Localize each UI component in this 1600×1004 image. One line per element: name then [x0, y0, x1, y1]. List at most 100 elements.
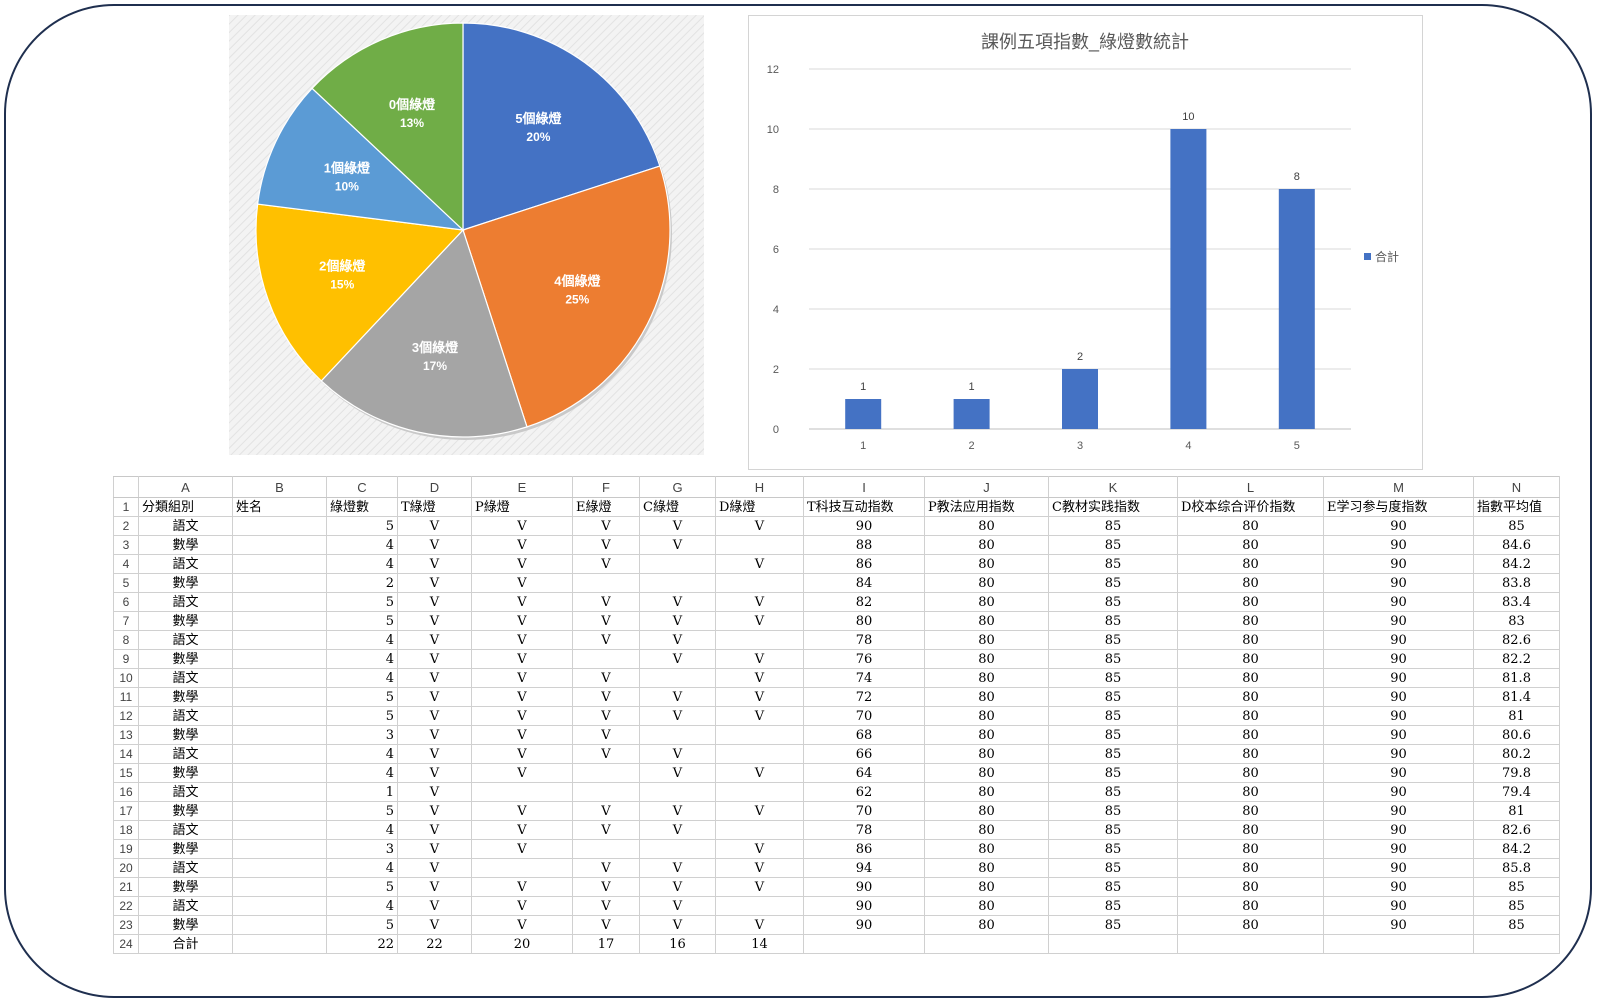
cell-f8[interactable]: V — [572, 630, 640, 650]
cell-k6[interactable]: 85 — [1048, 592, 1178, 612]
cell-b20[interactable] — [232, 858, 327, 878]
column-header-i[interactable]: I — [803, 476, 925, 498]
cell-b19[interactable] — [232, 839, 327, 859]
cell-h4[interactable]: V — [715, 554, 804, 574]
row-number[interactable]: 14 — [113, 744, 139, 764]
cell-g18[interactable]: V — [639, 820, 716, 840]
cell-m17[interactable]: 90 — [1323, 801, 1474, 821]
cell-c7[interactable]: 5 — [326, 611, 398, 631]
cell-i6[interactable]: 82 — [803, 592, 925, 612]
cell-m4[interactable]: 90 — [1323, 554, 1474, 574]
cell-m16[interactable]: 90 — [1323, 782, 1474, 802]
cell-h13[interactable] — [715, 725, 804, 745]
cell-b10[interactable] — [232, 668, 327, 688]
row-number[interactable]: 18 — [113, 820, 139, 840]
cell-j11[interactable]: 80 — [924, 687, 1049, 707]
cell-j10[interactable]: 80 — [924, 668, 1049, 688]
cell-d5[interactable]: V — [397, 573, 472, 593]
cell-d9[interactable]: V — [397, 649, 472, 669]
column-header-b[interactable]: B — [232, 476, 327, 498]
cell-m24[interactable] — [1323, 934, 1474, 954]
cell-f16[interactable] — [572, 782, 640, 802]
cell-f21[interactable]: V — [572, 877, 640, 897]
row-number[interactable]: 13 — [113, 725, 139, 745]
cell-f19[interactable] — [572, 839, 640, 859]
cell-k5[interactable]: 85 — [1048, 573, 1178, 593]
cell-l2[interactable]: 80 — [1177, 516, 1324, 536]
cell-a21[interactable]: 數學 — [138, 877, 233, 897]
cell-b8[interactable] — [232, 630, 327, 650]
cell-e6[interactable]: V — [471, 592, 573, 612]
row-number[interactable]: 11 — [113, 687, 139, 707]
cell-m22[interactable]: 90 — [1323, 896, 1474, 916]
row-number[interactable]: 24 — [113, 934, 139, 954]
cell-m15[interactable]: 90 — [1323, 763, 1474, 783]
cell-i22[interactable]: 90 — [803, 896, 925, 916]
cell-e3[interactable]: V — [471, 535, 573, 555]
cell-g13[interactable] — [639, 725, 716, 745]
cell-g3[interactable]: V — [639, 535, 716, 555]
cell-m11[interactable]: 90 — [1323, 687, 1474, 707]
cell-b9[interactable] — [232, 649, 327, 669]
cell-e20[interactable] — [471, 858, 573, 878]
cell-c12[interactable]: 5 — [326, 706, 398, 726]
cell-j9[interactable]: 80 — [924, 649, 1049, 669]
row-number[interactable]: 5 — [113, 573, 139, 593]
cell-m18[interactable]: 90 — [1323, 820, 1474, 840]
cell-h11[interactable]: V — [715, 687, 804, 707]
cell-n21[interactable]: 85 — [1473, 877, 1560, 897]
cell-g7[interactable]: V — [639, 611, 716, 631]
cell-j5[interactable]: 80 — [924, 573, 1049, 593]
cell-k9[interactable]: 85 — [1048, 649, 1178, 669]
cell-n5[interactable]: 83.8 — [1473, 573, 1560, 593]
row-number[interactable]: 19 — [113, 839, 139, 859]
cell-g6[interactable]: V — [639, 592, 716, 612]
cell-d23[interactable]: V — [397, 915, 472, 935]
cell-d15[interactable]: V — [397, 763, 472, 783]
cell-c15[interactable]: 4 — [326, 763, 398, 783]
cell-k14[interactable]: 85 — [1048, 744, 1178, 764]
cell-n10[interactable]: 81.8 — [1473, 668, 1560, 688]
cell-h19[interactable]: V — [715, 839, 804, 859]
cell-j12[interactable]: 80 — [924, 706, 1049, 726]
cell-c11[interactable]: 5 — [326, 687, 398, 707]
row-number[interactable]: 22 — [113, 896, 139, 916]
cell-a24[interactable]: 合計 — [138, 934, 233, 954]
cell-h2[interactable]: V — [715, 516, 804, 536]
cell-b7[interactable] — [232, 611, 327, 631]
cell-i7[interactable]: 80 — [803, 611, 925, 631]
row-number[interactable]: 3 — [113, 535, 139, 555]
cell-b17[interactable] — [232, 801, 327, 821]
column-header-g[interactable]: G — [639, 476, 716, 498]
cell-d1[interactable]: T綠燈 — [397, 497, 472, 517]
cell-a7[interactable]: 數學 — [138, 611, 233, 631]
cell-m21[interactable]: 90 — [1323, 877, 1474, 897]
cell-d7[interactable]: V — [397, 611, 472, 631]
column-header-a[interactable]: A — [138, 476, 233, 498]
column-header-f[interactable]: F — [572, 476, 640, 498]
column-header-c[interactable]: C — [326, 476, 398, 498]
cell-a12[interactable]: 語文 — [138, 706, 233, 726]
cell-e9[interactable]: V — [471, 649, 573, 669]
row-number[interactable]: 15 — [113, 763, 139, 783]
cell-e13[interactable]: V — [471, 725, 573, 745]
cell-c13[interactable]: 3 — [326, 725, 398, 745]
cell-l15[interactable]: 80 — [1177, 763, 1324, 783]
cell-j22[interactable]: 80 — [924, 896, 1049, 916]
cell-a4[interactable]: 語文 — [138, 554, 233, 574]
cell-d13[interactable]: V — [397, 725, 472, 745]
cell-b4[interactable] — [232, 554, 327, 574]
row-number[interactable]: 9 — [113, 649, 139, 669]
cell-g8[interactable]: V — [639, 630, 716, 650]
cell-h12[interactable]: V — [715, 706, 804, 726]
cell-l3[interactable]: 80 — [1177, 535, 1324, 555]
cell-b5[interactable] — [232, 573, 327, 593]
cell-c6[interactable]: 5 — [326, 592, 398, 612]
cell-i9[interactable]: 76 — [803, 649, 925, 669]
cell-l16[interactable]: 80 — [1177, 782, 1324, 802]
cell-g20[interactable]: V — [639, 858, 716, 878]
cell-m10[interactable]: 90 — [1323, 668, 1474, 688]
cell-d2[interactable]: V — [397, 516, 472, 536]
cell-l8[interactable]: 80 — [1177, 630, 1324, 650]
cell-j23[interactable]: 80 — [924, 915, 1049, 935]
